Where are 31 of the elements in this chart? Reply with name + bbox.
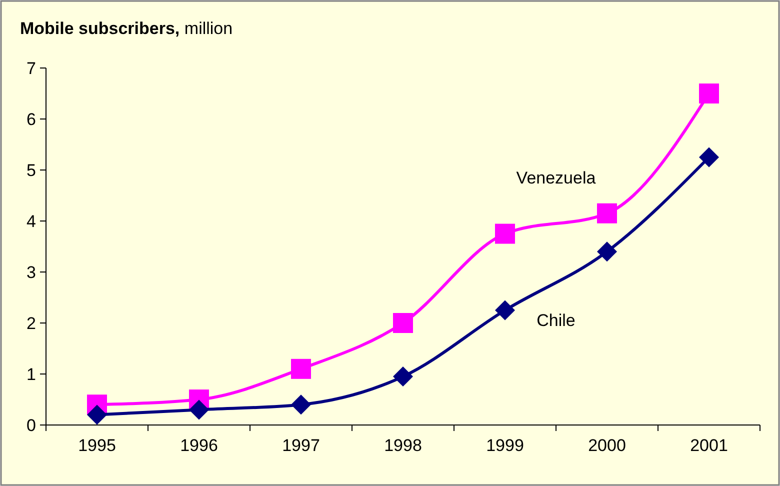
chart-title: Mobile subscribers, — [20, 19, 180, 38]
y-tick-label: 7 — [26, 58, 36, 78]
point — [291, 358, 311, 379]
point — [87, 404, 107, 425]
y-tick-label: 3 — [26, 262, 36, 282]
chart-subtitle: million — [180, 19, 233, 38]
x-tick-label: 1995 — [78, 436, 116, 455]
point — [393, 366, 413, 387]
point — [495, 224, 515, 244]
point — [495, 300, 515, 320]
point — [597, 242, 617, 262]
x-tick-label: 1996 — [180, 436, 218, 455]
x-tick-label: 1997 — [282, 436, 320, 455]
y-tick-label: 5 — [26, 160, 36, 180]
x-tick-label: 1999 — [486, 436, 524, 455]
point — [699, 147, 719, 168]
point — [393, 313, 413, 333]
point — [291, 394, 311, 415]
series-label: Chile — [536, 310, 576, 330]
x-tick-label: 1998 — [384, 436, 422, 455]
x-tick-label: 2001 — [690, 436, 728, 455]
x-tick-label: 2000 — [588, 436, 626, 455]
point — [699, 84, 719, 104]
y-tick-label: 1 — [26, 364, 36, 384]
y-tick-label: 4 — [26, 212, 36, 231]
point — [597, 203, 617, 224]
series-label: Venezuela — [516, 168, 596, 188]
point — [189, 400, 209, 420]
y-tick-label: 0 — [26, 416, 36, 435]
y-tick-label: 2 — [26, 314, 36, 333]
y-tick-label: 6 — [26, 110, 36, 129]
